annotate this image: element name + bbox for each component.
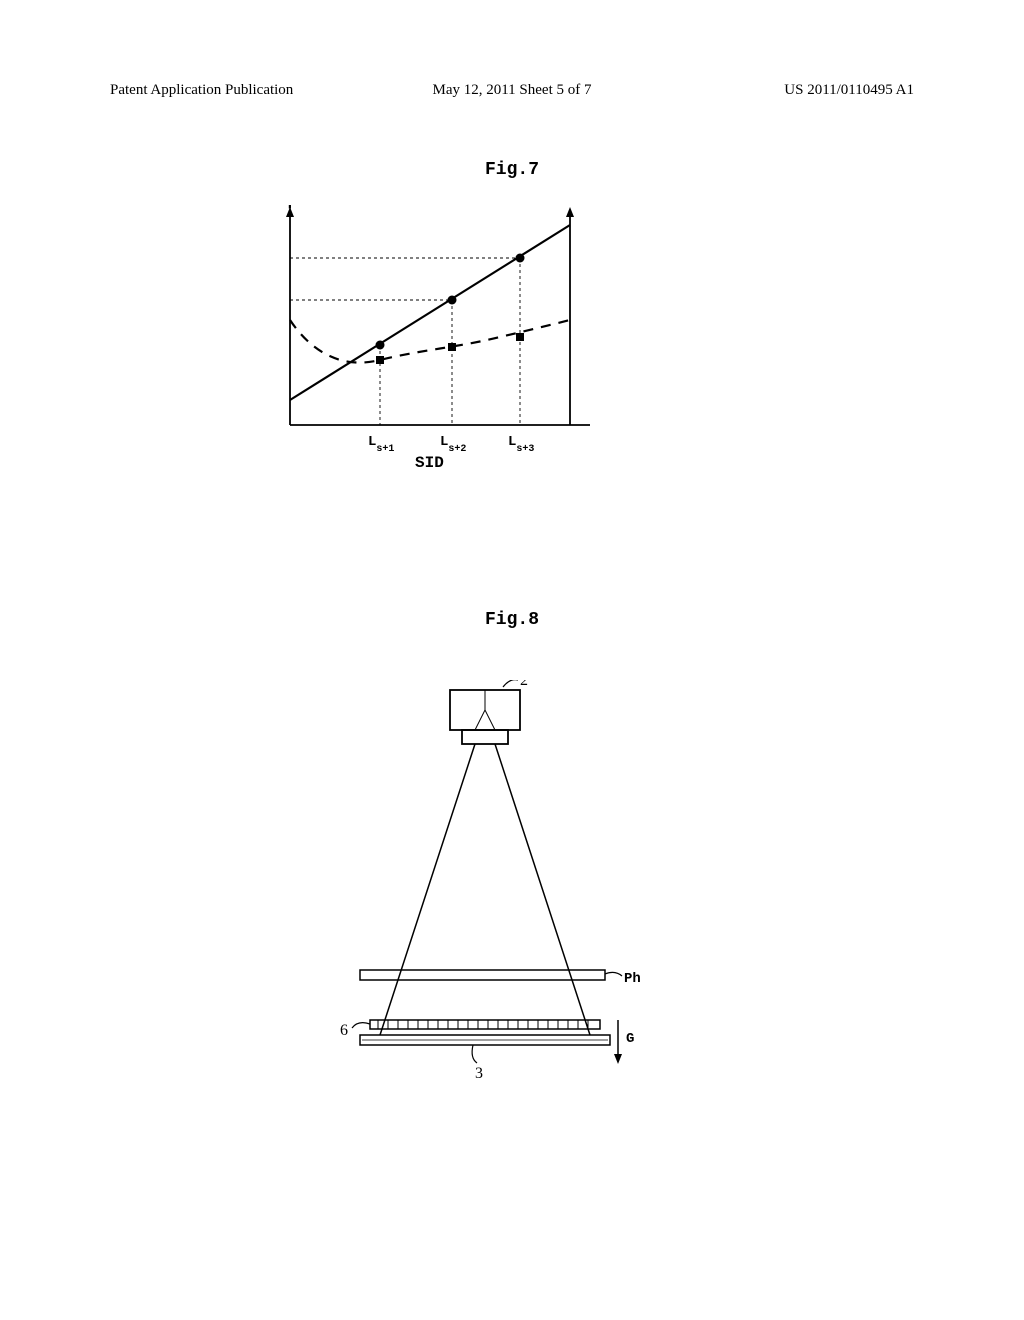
fig8-diagram: 2 Ph	[330, 680, 670, 1080]
rcs-label: Rcs	[578, 205, 607, 210]
label-g: G	[626, 1031, 634, 1047]
tick-3: Ls+3	[508, 434, 534, 455]
header-left: Patent Application Publication	[110, 82, 293, 99]
fig7-chart: Cp Rcs Ls+1 Ls+2 Ls+3 SID	[260, 205, 620, 475]
cp-label: Cp	[278, 205, 297, 210]
label-3: 3	[475, 1065, 483, 1082]
page-header: Patent Application Publication May 12, 2…	[0, 82, 1024, 99]
label-2: 2	[520, 680, 528, 689]
header-right: US 2011/0110495 A1	[784, 82, 914, 99]
label-6: 6	[340, 1022, 348, 1039]
header-center: May 12, 2011 Sheet 5 of 7	[432, 82, 591, 99]
fig8-title: Fig.8	[485, 610, 539, 630]
label-ph: Ph	[624, 971, 641, 987]
fig7-title: Fig.7	[485, 160, 539, 180]
tick-1: Ls+1	[368, 434, 394, 455]
tick-2: Ls+2	[440, 434, 466, 455]
sid-label: SID	[415, 454, 444, 472]
